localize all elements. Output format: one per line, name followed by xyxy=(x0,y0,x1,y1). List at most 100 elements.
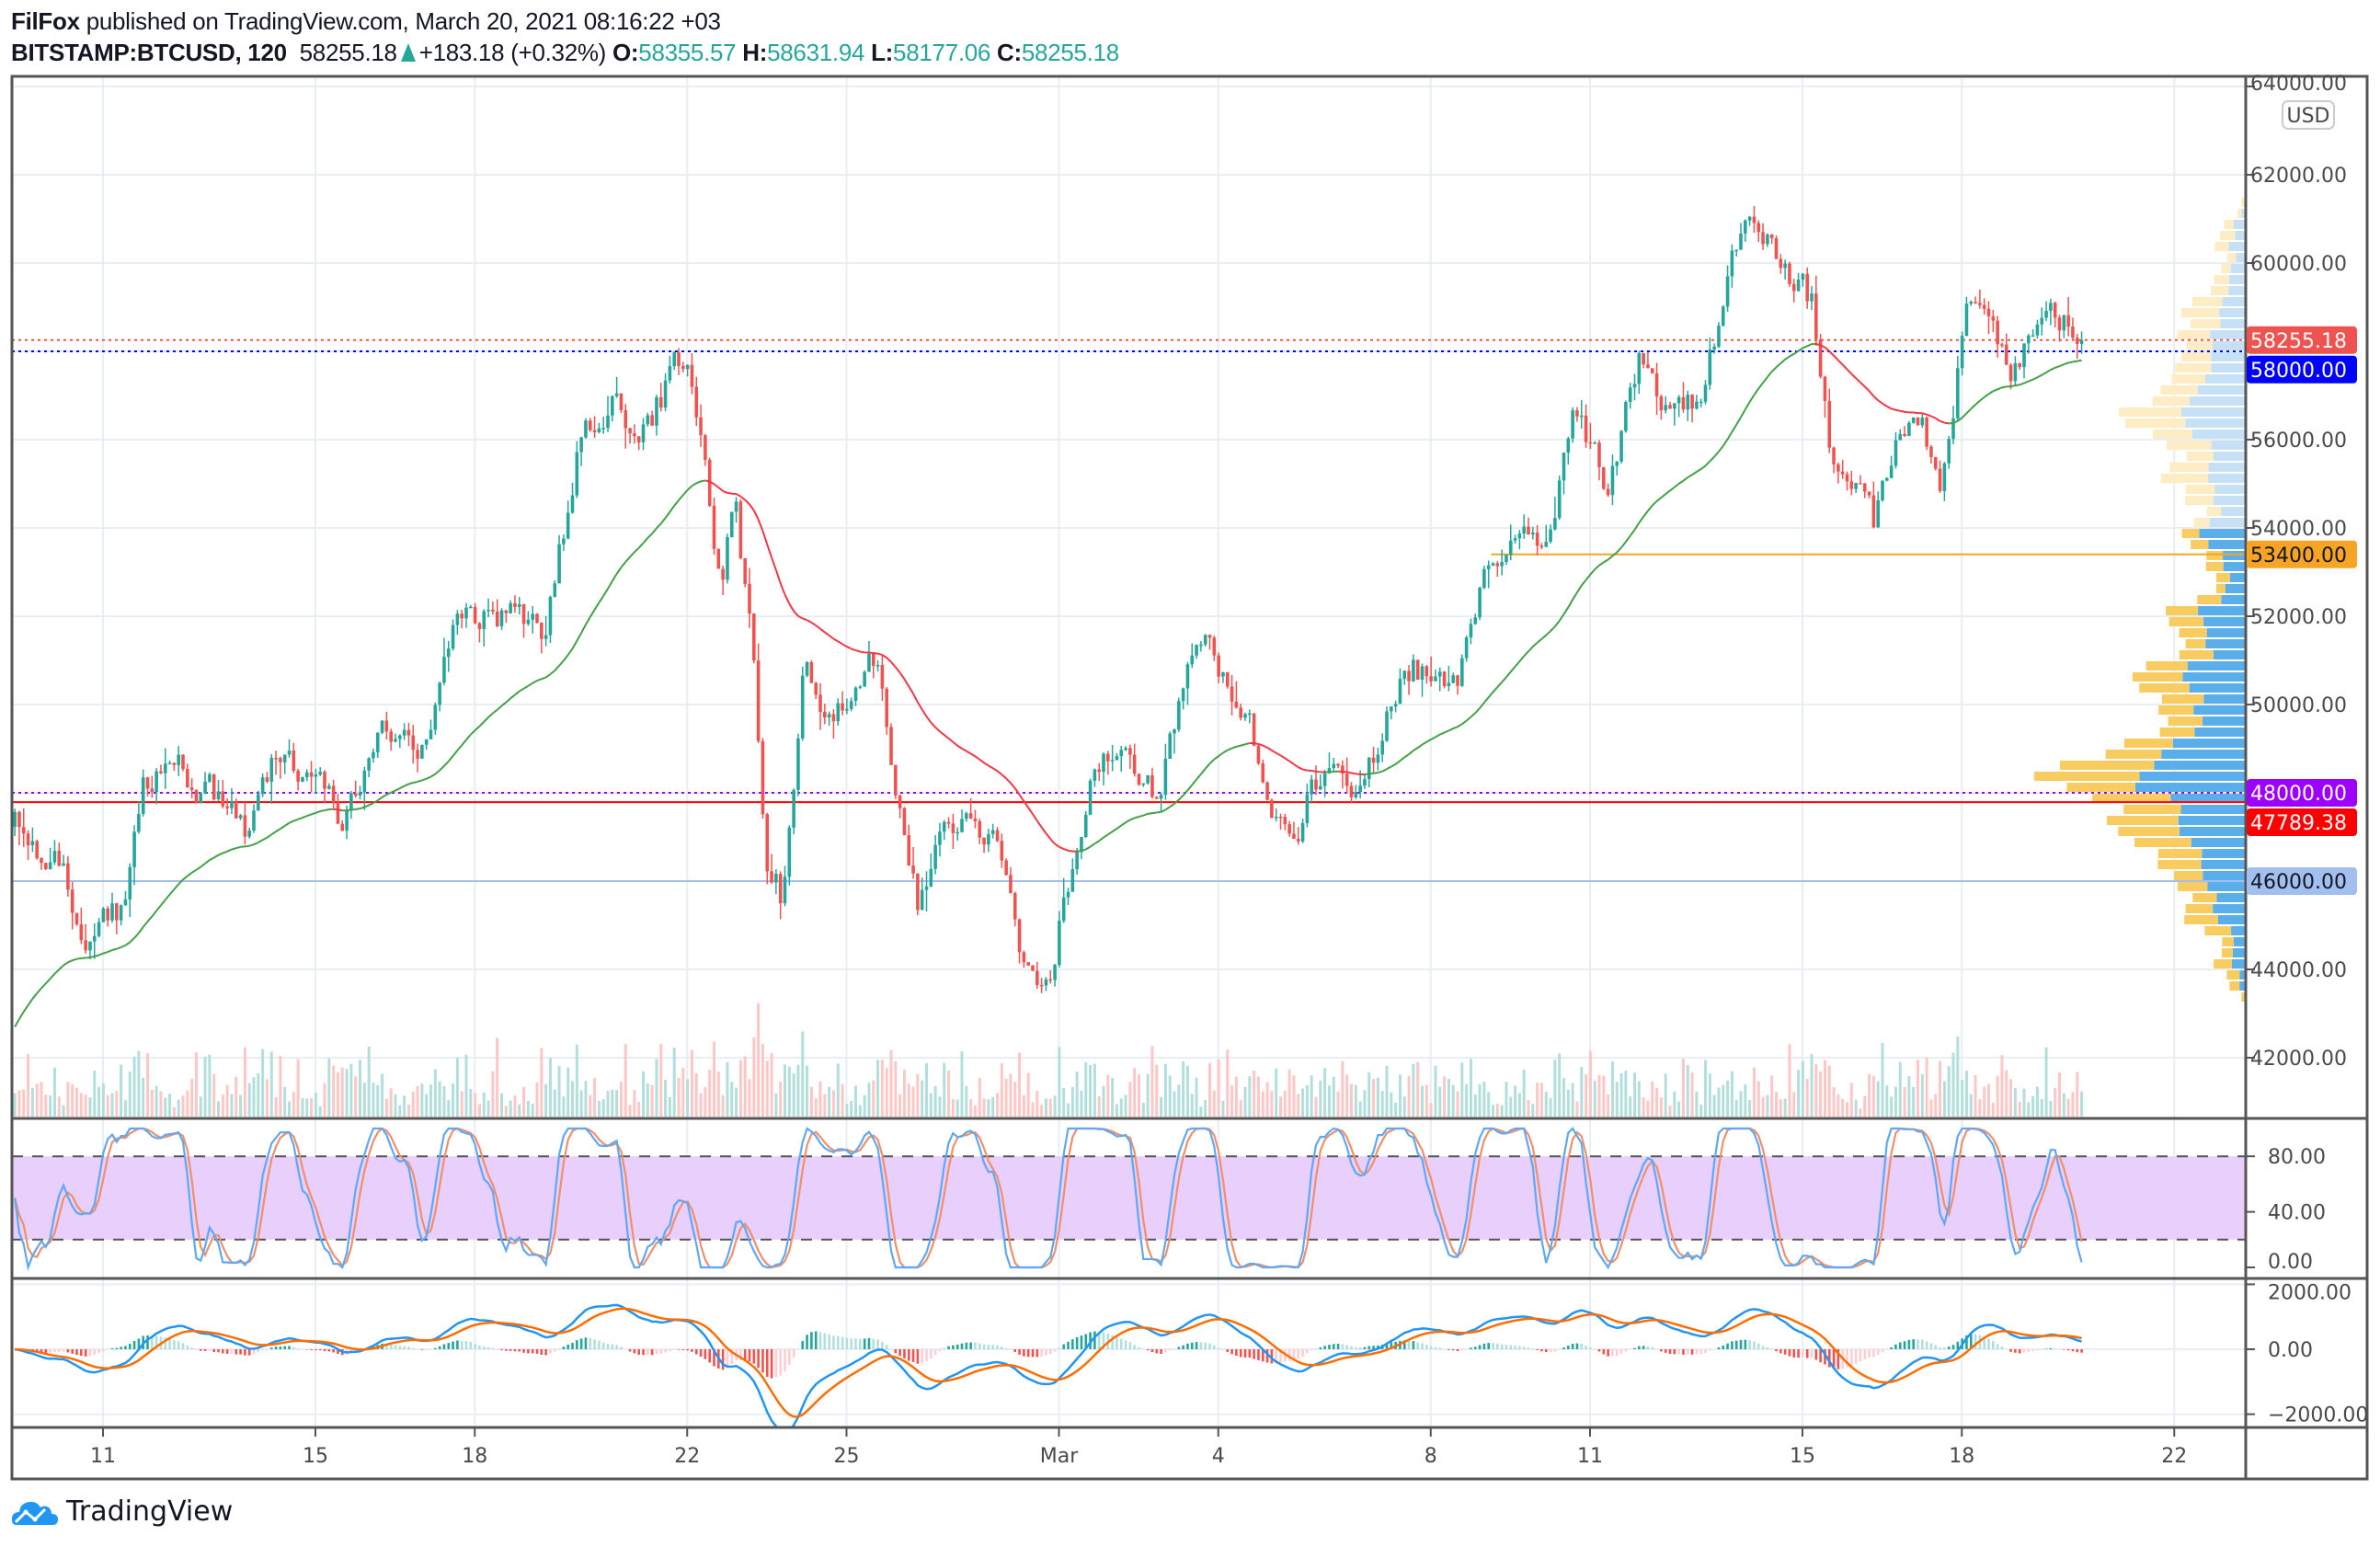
macd-histogram-bar xyxy=(633,1349,636,1354)
candle-body xyxy=(167,762,172,765)
tradingview-cloud-icon xyxy=(11,1501,58,1525)
candle xyxy=(221,779,225,808)
candle-body xyxy=(871,653,875,666)
macd-histogram-bar xyxy=(71,1349,74,1354)
volume-bar xyxy=(1664,1073,1667,1117)
volume-bar xyxy=(146,1053,150,1117)
volume-bar xyxy=(1275,1068,1278,1117)
volume-bar xyxy=(1204,1100,1207,1117)
candle-body xyxy=(1566,438,1571,453)
ma-segment xyxy=(1540,634,1547,640)
candle xyxy=(1628,383,1632,409)
stoch-tick-label: 0.00 xyxy=(2268,1251,2313,1274)
candle-body xyxy=(628,428,632,434)
volume-bar xyxy=(66,1082,70,1117)
volume-bar xyxy=(1106,1074,1110,1117)
candle xyxy=(1115,752,1119,761)
candle xyxy=(243,802,247,845)
candle-body xyxy=(318,772,322,775)
candle xyxy=(2004,333,2008,365)
candle xyxy=(1478,586,1482,621)
candle xyxy=(372,748,375,763)
candle-body xyxy=(601,428,605,430)
volume-bar xyxy=(911,1086,915,1117)
macd-histogram-bar xyxy=(456,1340,459,1349)
candle-body xyxy=(331,785,336,803)
candle xyxy=(1881,480,1884,502)
ma-segment xyxy=(744,498,750,506)
macd-histogram-bar xyxy=(1124,1340,1127,1349)
candle-body xyxy=(1473,617,1478,625)
price-tick-label: 56000.00 xyxy=(2250,430,2347,453)
ma-segment xyxy=(774,569,782,584)
macd-histogram-bar xyxy=(93,1349,97,1356)
author-name[interactable]: FilFox xyxy=(11,7,80,35)
horizontal-levels[interactable] xyxy=(12,338,2246,882)
volume-bar xyxy=(40,1082,43,1117)
candle xyxy=(1725,265,1730,312)
candle xyxy=(1920,413,1925,429)
candle xyxy=(544,615,548,647)
volume-bar xyxy=(2066,1098,2070,1117)
candle xyxy=(1106,751,1110,775)
currency-badge[interactable]: USD xyxy=(2282,100,2335,130)
volume-bar xyxy=(340,1067,344,1117)
tradingview-logo[interactable]: TradingView xyxy=(11,1495,233,1528)
volume-bar xyxy=(115,1091,119,1117)
candle xyxy=(2008,362,2013,390)
candle-body xyxy=(486,609,490,612)
candle xyxy=(1699,398,1703,407)
ma-segment xyxy=(478,721,485,728)
candle xyxy=(1907,420,1911,437)
candle-body xyxy=(960,819,964,832)
candle xyxy=(1549,524,1552,544)
volume-profile-down-bar xyxy=(2190,319,2221,328)
candle-body xyxy=(1322,773,1327,786)
candle xyxy=(292,742,296,774)
volume-profile-down-bar xyxy=(2241,992,2246,1002)
volume-profile-down-bar xyxy=(2222,937,2234,946)
candle xyxy=(1314,765,1318,796)
ma-segment xyxy=(673,499,680,507)
candle xyxy=(340,819,345,831)
candle-body xyxy=(2044,311,2048,318)
candle-body xyxy=(726,537,729,580)
macd-histogram-bar xyxy=(699,1349,703,1358)
volume-bar xyxy=(106,1094,109,1117)
volume-bar xyxy=(713,1041,716,1117)
price-chart[interactable]: 58255.1858000.0053400.0048000.0047789.38… xyxy=(0,0,2380,1490)
volume-bar xyxy=(2071,1092,2075,1117)
volume-bar xyxy=(757,1003,761,1117)
candle xyxy=(460,609,463,629)
ma-segment xyxy=(1674,483,1680,488)
ma-segment xyxy=(382,794,387,798)
candle xyxy=(1451,672,1455,684)
ma-segment xyxy=(1532,642,1539,647)
macd-histogram-bar xyxy=(1761,1346,1765,1349)
level-price-tag xyxy=(2247,779,2357,807)
candle-body xyxy=(1234,701,1239,708)
volume-bar xyxy=(1093,1063,1096,1117)
symbol-name[interactable]: BITSTAMP:BTCUSD, 120 xyxy=(11,39,287,66)
candle-body xyxy=(752,613,756,661)
volume-bar xyxy=(376,1084,380,1117)
candle xyxy=(1367,757,1371,787)
candle-body xyxy=(230,800,234,808)
macd-histogram-bar xyxy=(1385,1343,1389,1349)
macd-histogram-bar xyxy=(1350,1346,1353,1349)
ma-segment xyxy=(187,871,193,877)
macd-histogram-bar xyxy=(474,1343,476,1349)
ma-segment xyxy=(1536,637,1543,644)
candle xyxy=(1195,644,1198,659)
ma-segment xyxy=(934,727,941,732)
candle-body xyxy=(716,548,721,569)
candle-body xyxy=(1938,468,1942,491)
candle-body xyxy=(323,772,326,789)
volume-bar xyxy=(1327,1085,1331,1117)
macd-histogram-bar xyxy=(969,1342,972,1349)
ma-segment xyxy=(1798,347,1803,352)
candle xyxy=(380,720,384,735)
volume-bar xyxy=(566,1067,570,1117)
volume-bar xyxy=(1332,1076,1335,1117)
volume-bar xyxy=(996,1093,1000,1117)
